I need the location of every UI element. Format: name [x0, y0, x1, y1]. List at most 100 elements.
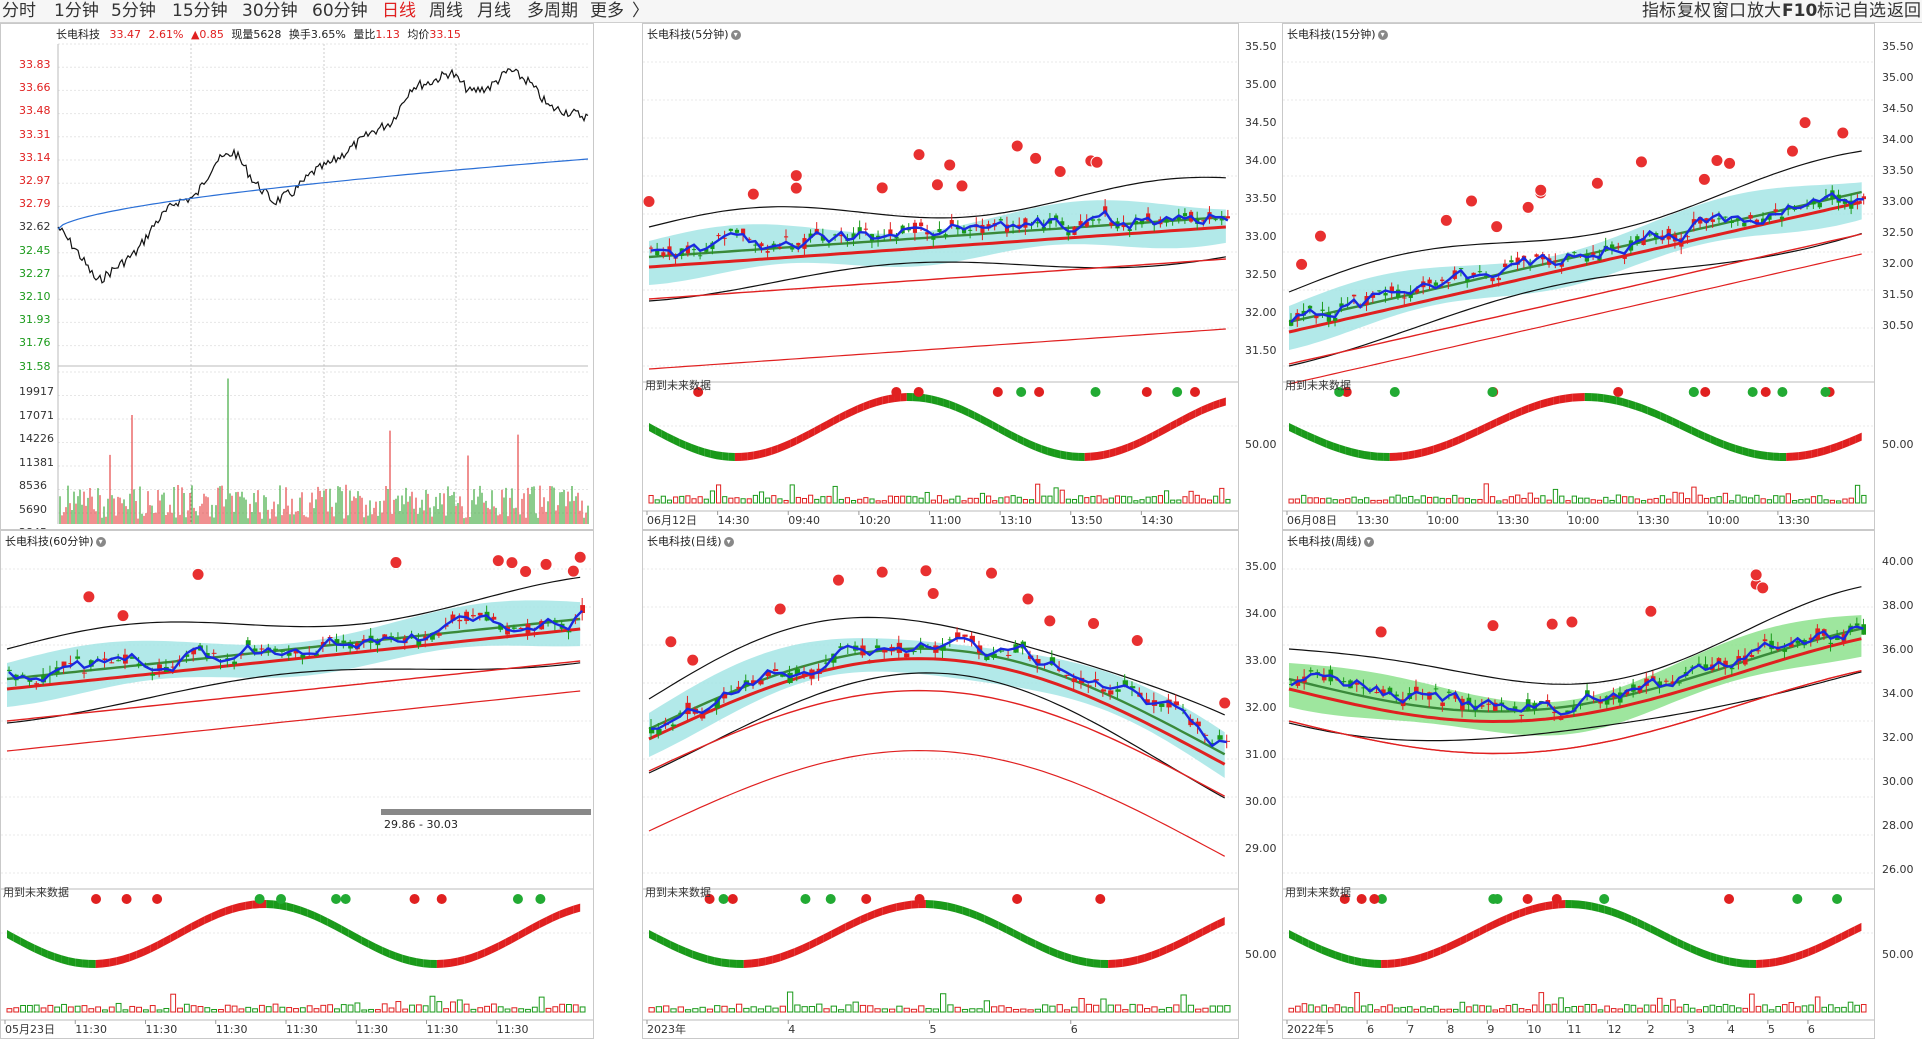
signal-chip-icon	[1820, 387, 1831, 397]
volume-bar	[320, 1004, 327, 1013]
candle-body	[765, 251, 770, 253]
volume-bar	[874, 1008, 881, 1013]
oscillator-band	[1591, 902, 1599, 912]
candle-body	[1354, 682, 1360, 685]
oscillator-band	[1446, 438, 1453, 449]
volume-bar	[122, 1009, 129, 1013]
volume-bar	[1301, 1003, 1308, 1013]
candle-body	[293, 650, 299, 654]
chart-panel-daily[interactable]: 长电科技(日线) ▾ 2023年 4 5 6 用到未来数据	[642, 530, 1239, 1039]
oscillator-band	[41, 947, 48, 959]
x-axis-tick: 5	[1327, 1023, 1334, 1036]
x-axis-tick: 11:00	[930, 514, 962, 527]
volume-bar	[252, 1008, 258, 1013]
window-button[interactable]: 窗口	[1712, 1, 1746, 21]
zoom-button[interactable]: 放大	[1747, 1, 1781, 21]
volume-bar	[1327, 1007, 1334, 1013]
signal-chip-icon	[1141, 387, 1152, 397]
period-tab-day[interactable]: 日线	[382, 1, 416, 21]
volume-bar	[1489, 496, 1496, 504]
signal-chip-icon	[152, 894, 163, 904]
x-axis-tick: 12	[1608, 1023, 1622, 1036]
period-tab-more[interactable]: 更多	[590, 1, 624, 21]
oscillator-band	[685, 947, 693, 959]
intraday-panel[interactable]: 长电科技 33.47 2.61% ▲0.85 现量5628 换手3.65% 量比…	[0, 23, 594, 530]
oscillator-band	[1011, 431, 1018, 443]
candle-body	[1071, 678, 1077, 683]
volume-bar	[983, 1000, 991, 1013]
signal-badge-icon	[746, 187, 760, 201]
signal-badge-icon	[789, 181, 803, 195]
oscillator-band	[691, 444, 699, 455]
candle-body	[1446, 691, 1452, 693]
candle-body	[532, 632, 538, 634]
chart-panel-15min[interactable]: 长电科技(15分钟) ▾ 06月08日 13:30 10:00 13:30 10:00 13…	[1282, 23, 1875, 530]
chevron-down-icon[interactable]: ▾	[95, 537, 106, 547]
volume-bar	[1795, 1006, 1801, 1013]
candle-body	[1166, 699, 1172, 708]
volume-bar	[1213, 495, 1219, 504]
period-tab-week[interactable]: 周线	[429, 1, 463, 21]
volume-bar	[1354, 992, 1360, 1013]
chart-panel-60min[interactable]: 长电科技(60分钟) ▾ 05月23日 11:30 11:30 11:30 11:30 11…	[0, 530, 594, 1039]
volume-bar	[1158, 1008, 1165, 1013]
oscillator-band	[1584, 393, 1592, 402]
volume-bar	[1401, 497, 1408, 504]
candle-body	[1361, 687, 1366, 689]
candle-body	[1440, 279, 1445, 282]
volume-bar	[1808, 1004, 1814, 1013]
oscillator-band	[1666, 414, 1673, 426]
signal-chip-icon	[254, 894, 265, 904]
period-tab-month[interactable]: 月线	[477, 1, 511, 21]
signal-chip-icon	[1747, 387, 1758, 397]
oscillator-band	[1756, 959, 1763, 968]
volume-bar	[1716, 1005, 1722, 1013]
x-axis-tick: 5	[930, 1023, 937, 1036]
candle-body	[491, 616, 497, 620]
pct-tick: 2.65%	[593, 104, 594, 117]
volume-bar	[986, 495, 992, 504]
back-button[interactable]: 返回	[1887, 1, 1921, 21]
oscillator-band	[1585, 901, 1592, 911]
volume-bar	[354, 1002, 361, 1013]
period-tab-60min[interactable]: 60分钟	[312, 1, 368, 21]
volume-bar	[670, 1008, 677, 1013]
volume-bar	[706, 1008, 714, 1013]
chevron-down-icon[interactable]: ▾	[1377, 30, 1388, 40]
candle-body	[943, 234, 948, 237]
mark-button[interactable]: 标记	[1817, 1, 1851, 21]
oscillator-band	[1121, 443, 1128, 454]
indicator-button[interactable]: 指标	[1642, 1, 1676, 21]
chevron-down-icon[interactable]: ▾	[1363, 537, 1374, 547]
period-tab-5min[interactable]: 5分钟	[111, 1, 156, 21]
volume-bar	[679, 495, 685, 504]
volume-bar	[1374, 1009, 1380, 1013]
chart-panel-5min[interactable]: 长电科技(5分钟) ▾ 06月12日 14:30 09:40 10:20 11:00 13:…	[642, 23, 1239, 530]
oscillator-band	[698, 446, 705, 457]
signal-badge-icon	[1749, 568, 1763, 582]
volume-bar	[973, 497, 979, 504]
oscillator-band	[1295, 425, 1302, 437]
oscillator-band	[1591, 393, 1598, 402]
f10-button[interactable]: F10	[1782, 1, 1818, 21]
chevron-down-icon[interactable]: ▾	[730, 30, 741, 40]
volume-bar	[1136, 1004, 1144, 1013]
candle-body	[1861, 624, 1866, 635]
chevron-down-icon[interactable]: ▾	[723, 537, 734, 547]
candle-body	[736, 686, 742, 689]
volume-bar	[1084, 497, 1090, 504]
period-tab-fenshi[interactable]: 分时	[2, 1, 36, 21]
period-tab-multi[interactable]: 多周期	[527, 1, 578, 21]
pct-tick: 2.12%	[593, 128, 594, 141]
volume-bar	[1307, 497, 1313, 504]
watchlist-button[interactable]: 自选	[1852, 1, 1886, 21]
chart-panel-weekly[interactable]: 长电科技(周线) ▾ 2022年 5 6 7 8 9 10 11 12 2 3 4 5 6 用到未来数据	[1282, 530, 1875, 1039]
candle-body	[1484, 275, 1489, 277]
period-tab-30min[interactable]: 30分钟	[242, 1, 298, 21]
candle-body	[1129, 686, 1136, 689]
period-tab-1min[interactable]: 1分钟	[54, 1, 99, 21]
volume-bar	[1538, 992, 1545, 1013]
more-arrow-icon[interactable]: 〉	[632, 1, 649, 21]
adjust-button[interactable]: 复权	[1677, 1, 1711, 21]
period-tab-15min[interactable]: 15分钟	[172, 1, 228, 21]
